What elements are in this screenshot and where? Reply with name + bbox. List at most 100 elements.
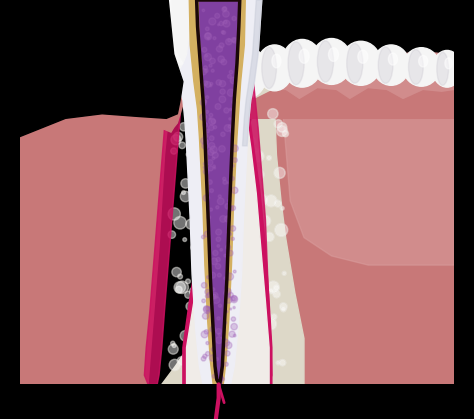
Circle shape (206, 129, 210, 133)
Circle shape (232, 38, 238, 43)
Polygon shape (183, 82, 272, 384)
Circle shape (213, 105, 225, 116)
Circle shape (277, 126, 287, 137)
Circle shape (246, 248, 252, 255)
Circle shape (244, 326, 248, 331)
Circle shape (201, 282, 207, 288)
Circle shape (267, 155, 271, 160)
Circle shape (237, 264, 247, 273)
Circle shape (216, 237, 221, 242)
Circle shape (201, 235, 205, 239)
Circle shape (213, 165, 215, 168)
Polygon shape (238, 0, 272, 384)
Circle shape (212, 347, 223, 357)
Circle shape (205, 69, 208, 72)
Circle shape (211, 119, 216, 124)
Circle shape (235, 113, 245, 123)
Circle shape (213, 37, 216, 40)
Circle shape (209, 64, 212, 67)
Circle shape (231, 206, 236, 210)
Circle shape (229, 109, 232, 111)
Circle shape (185, 291, 192, 298)
Circle shape (283, 131, 289, 137)
Circle shape (216, 257, 220, 262)
Circle shape (222, 127, 229, 134)
Circle shape (272, 314, 277, 319)
Circle shape (223, 7, 227, 10)
Circle shape (228, 39, 231, 42)
Circle shape (221, 219, 234, 231)
Circle shape (210, 58, 215, 64)
Ellipse shape (403, 48, 440, 86)
Circle shape (224, 202, 230, 208)
Circle shape (250, 324, 262, 336)
Circle shape (245, 345, 250, 349)
Circle shape (203, 306, 210, 312)
Circle shape (225, 293, 230, 298)
Circle shape (209, 142, 215, 149)
Polygon shape (19, 0, 180, 384)
Circle shape (274, 285, 279, 290)
Circle shape (219, 304, 221, 308)
Ellipse shape (437, 52, 448, 85)
Polygon shape (130, 0, 155, 72)
Circle shape (226, 245, 230, 250)
Circle shape (180, 191, 191, 202)
Circle shape (252, 150, 264, 162)
Circle shape (200, 114, 207, 120)
Circle shape (213, 295, 225, 306)
Circle shape (202, 313, 209, 319)
Circle shape (202, 147, 213, 158)
Circle shape (225, 156, 230, 162)
Ellipse shape (282, 39, 322, 87)
Circle shape (206, 352, 210, 356)
Circle shape (231, 168, 233, 171)
Circle shape (229, 118, 231, 120)
Circle shape (219, 215, 227, 222)
Circle shape (171, 134, 181, 145)
Circle shape (201, 321, 211, 331)
Ellipse shape (318, 41, 334, 82)
Circle shape (221, 59, 227, 65)
Circle shape (275, 224, 288, 236)
Circle shape (256, 351, 261, 355)
Circle shape (190, 368, 201, 379)
Polygon shape (230, 82, 455, 118)
Circle shape (246, 285, 254, 293)
Circle shape (203, 162, 206, 165)
Circle shape (252, 349, 264, 361)
Circle shape (197, 171, 204, 178)
Circle shape (260, 215, 271, 226)
Circle shape (207, 292, 212, 297)
Circle shape (214, 371, 216, 373)
Circle shape (206, 96, 209, 99)
Circle shape (227, 273, 234, 280)
Ellipse shape (299, 49, 309, 63)
Circle shape (212, 374, 216, 378)
Circle shape (195, 339, 202, 346)
Circle shape (168, 208, 181, 220)
Circle shape (211, 336, 220, 344)
Circle shape (234, 252, 246, 264)
Circle shape (237, 347, 249, 360)
Circle shape (230, 226, 236, 231)
Polygon shape (166, 0, 183, 65)
Circle shape (218, 144, 229, 156)
Circle shape (230, 129, 240, 139)
Circle shape (231, 38, 236, 42)
Circle shape (220, 248, 222, 251)
Circle shape (243, 119, 247, 124)
Circle shape (212, 152, 219, 158)
Circle shape (186, 279, 191, 284)
Circle shape (274, 200, 281, 207)
Circle shape (205, 81, 211, 87)
Circle shape (207, 215, 210, 219)
Circle shape (227, 231, 230, 234)
Circle shape (200, 99, 207, 106)
Ellipse shape (272, 54, 281, 68)
Circle shape (217, 245, 219, 247)
Circle shape (228, 182, 229, 184)
Circle shape (172, 267, 181, 277)
Circle shape (231, 295, 237, 301)
Circle shape (181, 179, 190, 188)
